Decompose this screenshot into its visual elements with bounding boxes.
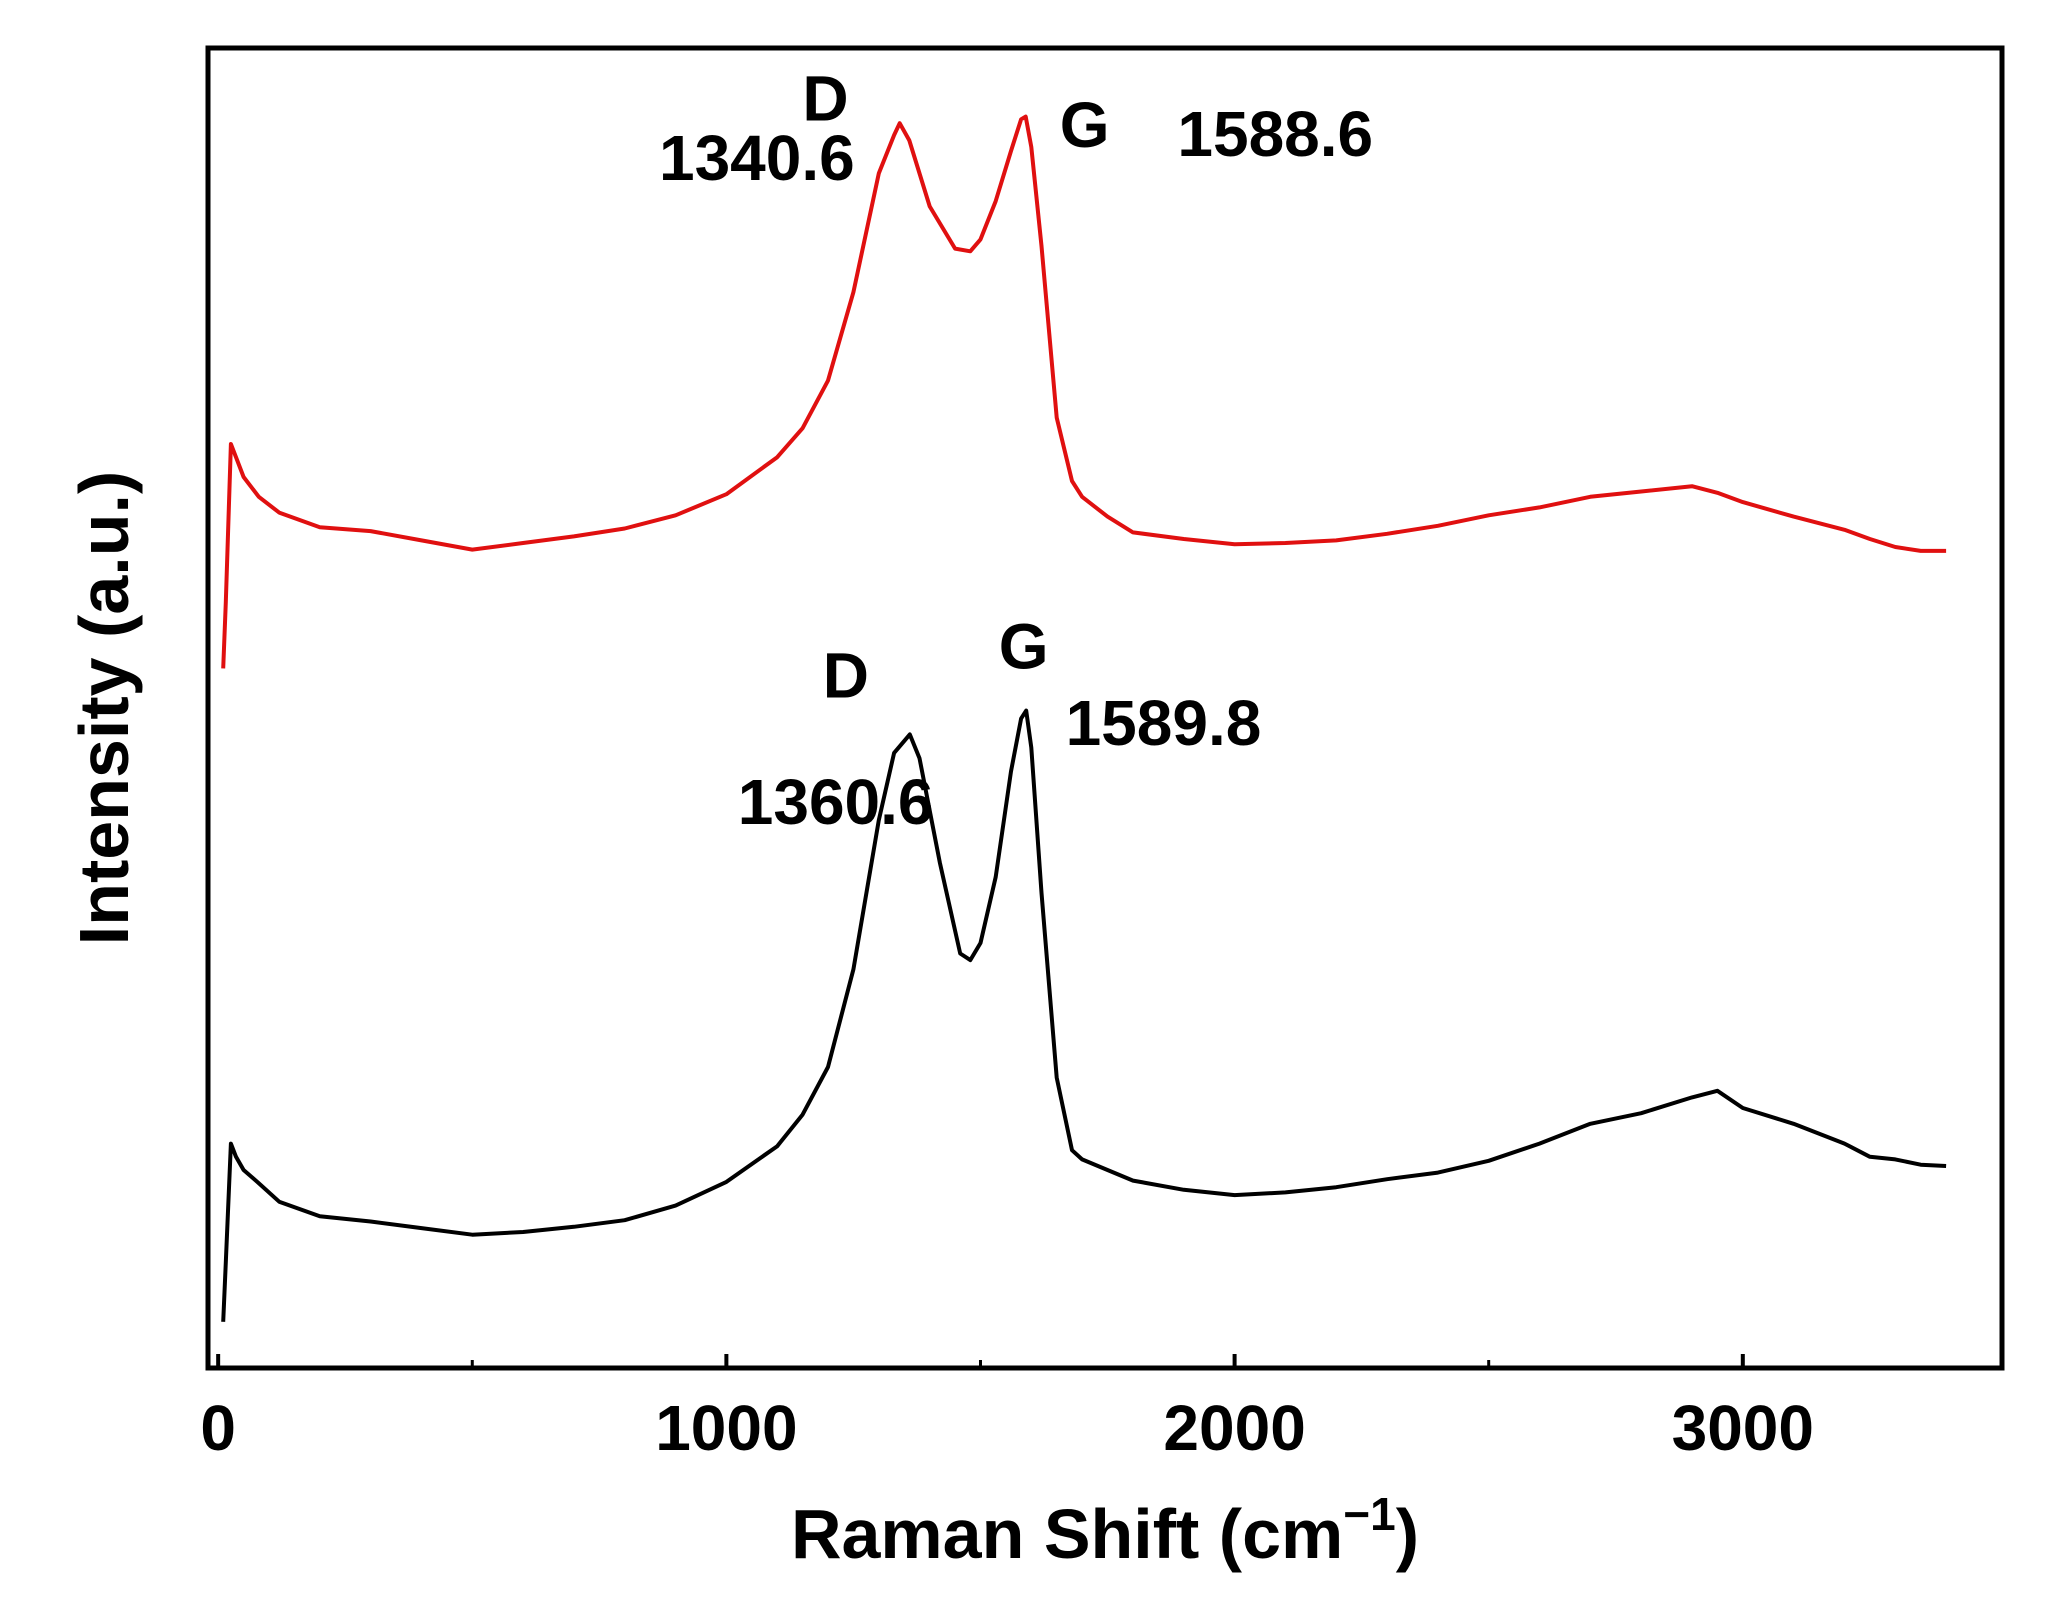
series-layer xyxy=(221,114,1947,1322)
peak-label: G xyxy=(1060,89,1110,161)
peak-label: G xyxy=(999,610,1049,682)
x-axis-label: Raman Shift (cm−1) xyxy=(791,1488,1419,1573)
peak-label: 1588.6 xyxy=(1177,98,1373,170)
x-ticks: 0 1000 2000 3000 xyxy=(200,1354,1814,1464)
plot-frame xyxy=(205,45,2005,1371)
x-tick-label: 2000 xyxy=(1163,1392,1305,1464)
y-axis-label: Intensity (a.u.) xyxy=(65,471,143,945)
x-axis-label-close: ) xyxy=(1396,1495,1419,1573)
x-tick-label: 3000 xyxy=(1672,1392,1814,1464)
x-axis-label-main: Raman Shift (cm xyxy=(791,1495,1343,1573)
series-line-2 xyxy=(221,708,1947,1322)
x-tick-label: 0 xyxy=(200,1392,236,1464)
series-line-1 xyxy=(221,114,1947,669)
axes xyxy=(205,45,2005,1371)
x-tick-label: 1000 xyxy=(655,1392,797,1464)
x-axis-label-sup: −1 xyxy=(1343,1488,1395,1540)
peak-label: 1340.6 xyxy=(659,122,855,194)
peak-label: 1589.8 xyxy=(1066,687,1262,759)
peak-label: D xyxy=(802,63,848,135)
peak-label: 1360.6 xyxy=(738,766,934,838)
peak-label: D xyxy=(823,639,869,711)
